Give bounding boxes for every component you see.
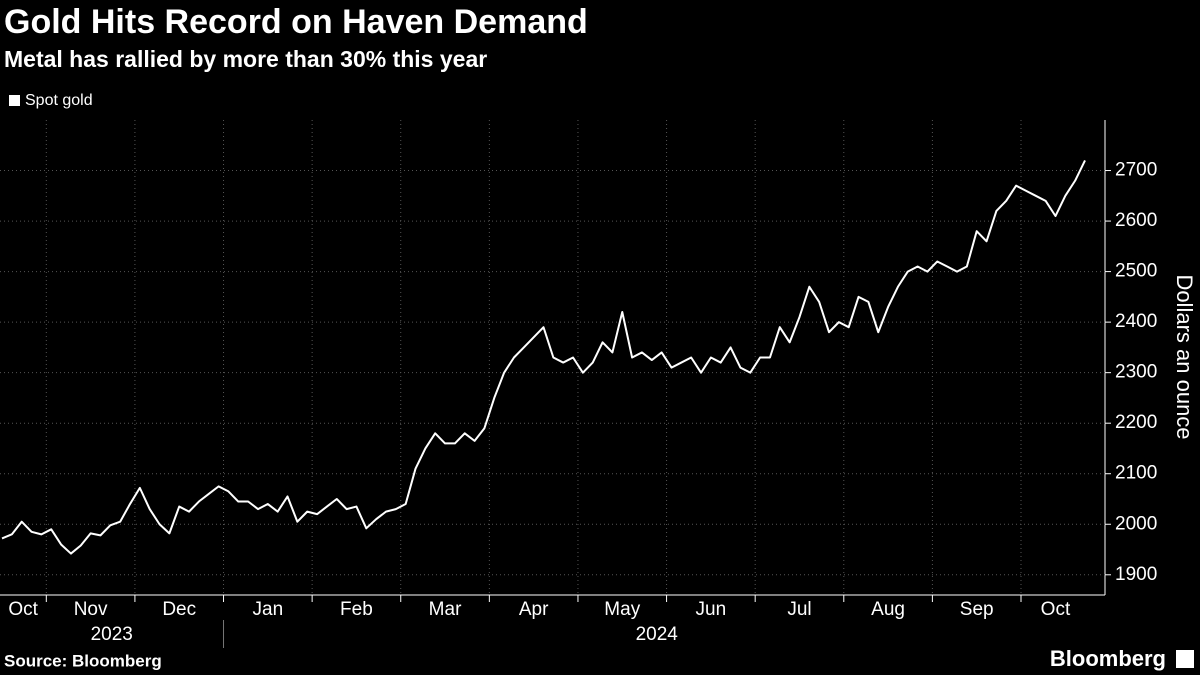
y-tick-label: 2000 <box>1115 513 1157 534</box>
x-tick-label: Nov <box>74 599 108 620</box>
brand: Bloomberg <box>1050 646 1166 671</box>
y-tick-label: 2300 <box>1115 362 1157 383</box>
x-tick-label: Sep <box>960 599 994 620</box>
series-line <box>1 159 1086 555</box>
y-tick-label: 2100 <box>1115 463 1157 484</box>
x-tick-label: Jun <box>696 599 727 620</box>
x-tick-label: Aug <box>871 599 905 620</box>
x-tick-label: May <box>604 599 640 620</box>
year-label: 2023 <box>91 624 133 645</box>
chart-title: Gold Hits Record on Haven Demand <box>4 3 588 41</box>
y-tick-label: 1900 <box>1115 564 1157 585</box>
y-tick-label: 2600 <box>1115 210 1157 231</box>
legend-label: Spot gold <box>25 92 93 109</box>
x-tick-label: Mar <box>429 599 462 620</box>
x-tick-label: Dec <box>162 599 196 620</box>
brand-icon <box>1176 650 1194 668</box>
y-tick-label: 2700 <box>1115 160 1157 181</box>
x-tick-label: Oct <box>8 599 38 620</box>
y-tick-label: 2400 <box>1115 311 1157 332</box>
x-tick-label: Jul <box>787 599 811 620</box>
y-axis-label: Dollars an ounce <box>1172 274 1197 439</box>
chart-subtitle: Metal has rallied by more than 30% this … <box>4 46 487 72</box>
y-tick-label: 2200 <box>1115 412 1157 433</box>
legend-swatch <box>9 95 20 106</box>
x-tick-label: Feb <box>340 599 373 620</box>
y-tick-label: 2500 <box>1115 261 1157 282</box>
year-label: 2024 <box>636 624 679 645</box>
x-tick-label: Oct <box>1041 599 1071 620</box>
x-tick-label: Jan <box>253 599 284 620</box>
x-tick-label: Apr <box>519 599 549 620</box>
source: Source: Bloomberg <box>4 651 162 670</box>
